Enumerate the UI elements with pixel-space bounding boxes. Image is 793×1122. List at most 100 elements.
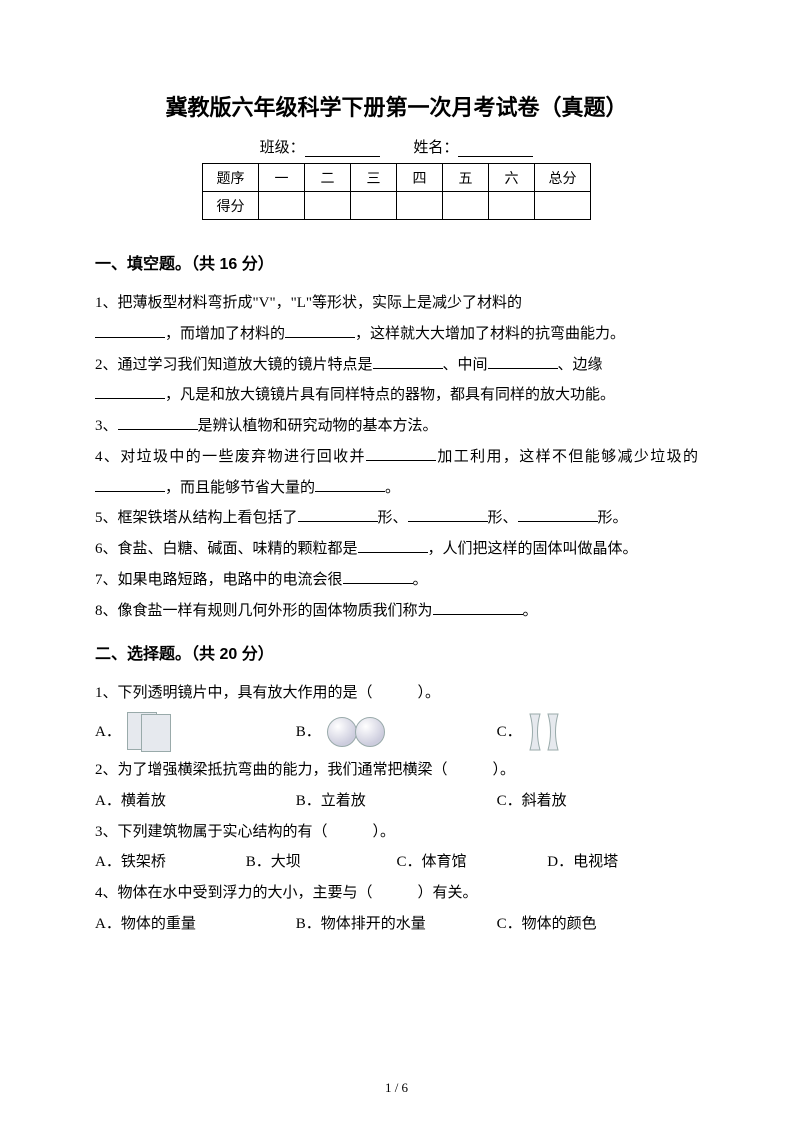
q-text: 形。 — [598, 510, 628, 526]
opt-label: B． — [296, 717, 321, 748]
question-1-8: 8、像食盐一样有规则几何外形的固体物质我们称为 。 — [95, 596, 698, 627]
question-1-2: 2、通过学习我们知道放大镜的镜片特点是、中间、边缘 ，凡是和放大镜镜片具有同样特… — [95, 350, 698, 412]
option-c[interactable]: C．体育馆 — [397, 847, 548, 878]
class-blank[interactable] — [305, 141, 380, 157]
opt-label: B．物体排开的水量 — [296, 909, 426, 940]
opt-label: B．大坝 — [246, 847, 301, 878]
q-text: 、中间 — [443, 357, 488, 373]
section-1-title: 一、填空题。（共 16 分） — [95, 250, 698, 274]
score-cell[interactable] — [259, 192, 305, 220]
page-number: 1 / 6 — [0, 1080, 793, 1096]
option-b[interactable]: B．立着放 — [296, 786, 497, 817]
q-text: 8、像食盐一样有规则几何外形的固体物质我们称为 — [95, 603, 433, 619]
option-c[interactable]: C．斜着放 — [497, 786, 698, 817]
score-cell[interactable] — [351, 192, 397, 220]
row-label: 得分 — [203, 192, 259, 220]
option-b[interactable]: B．大坝 — [246, 847, 397, 878]
mc-options: A． B． C． — [95, 709, 698, 755]
opt-label: A．铁架桥 — [95, 847, 166, 878]
col-5: 五 — [443, 164, 489, 192]
opt-label: B．立着放 — [296, 786, 366, 817]
name-label: 姓名： — [413, 140, 458, 156]
col-total: 总分 — [535, 164, 591, 192]
opt-label: A． — [95, 717, 121, 748]
option-b[interactable]: B．物体排开的水量 — [296, 909, 497, 940]
opt-label: C．斜着放 — [497, 786, 567, 817]
fill-blank[interactable] — [358, 539, 428, 553]
opt-label: A．物体的重量 — [95, 909, 196, 940]
q-text: 7、如果电路短路，电路中的电流会很 — [95, 572, 343, 588]
exam-title: 冀教版六年级科学下册第一次月考试卷（真题） — [95, 90, 698, 122]
q-text: ，凡是和放大镜镜片具有同样特点的器物，都具有同样的放大功能。 — [165, 387, 615, 403]
option-d[interactable]: D．电视塔 — [547, 847, 698, 878]
opt-label: A．横着放 — [95, 786, 166, 817]
score-cell[interactable] — [305, 192, 351, 220]
score-cell[interactable] — [443, 192, 489, 220]
score-table: 题序 一 二 三 四 五 六 总分 得分 — [202, 163, 591, 220]
name-blank[interactable] — [458, 141, 533, 157]
q-text: 5、框架铁塔从结构上看包括了 — [95, 510, 298, 526]
concave-lens-icon — [528, 712, 562, 752]
option-a[interactable]: A．物体的重量 — [95, 909, 296, 940]
option-b[interactable]: B． — [296, 715, 497, 749]
q-text: 形、 — [488, 510, 518, 526]
option-c[interactable]: C． — [497, 712, 698, 752]
fill-blank[interactable] — [95, 478, 165, 492]
fill-blank[interactable] — [95, 324, 165, 338]
row-label: 题序 — [203, 164, 259, 192]
question-1-6: 6、食盐、白糖、碱面、味精的颗粒都是 ，人们把这样的固体叫做晶体。 — [95, 534, 698, 565]
q-text: ，这样就大大增加了材料的抗弯曲能力。 — [355, 326, 625, 342]
opt-label: C．物体的颜色 — [497, 909, 597, 940]
question-2-1: 1、下列透明镜片中，具有放大作用的是（ ）。 — [95, 678, 698, 709]
fill-blank[interactable] — [95, 385, 165, 399]
q-text: 4、对垃圾中的一些废弃物进行回收并 — [95, 449, 366, 465]
mc-options: A．物体的重量 B．物体排开的水量 C．物体的颜色 — [95, 909, 698, 940]
fill-blank[interactable] — [118, 416, 198, 430]
fill-blank[interactable] — [315, 478, 385, 492]
mc-options: A．横着放 B．立着放 C．斜着放 — [95, 786, 698, 817]
question-1-3: 3、 是辨认植物和研究动物的基本方法。 — [95, 411, 698, 442]
option-c[interactable]: C．物体的颜色 — [497, 909, 698, 940]
q-text: 是辨认植物和研究动物的基本方法。 — [198, 418, 438, 434]
question-2-2: 2、为了增强横梁抵抗弯曲的能力，我们通常把横梁（ ）。 — [95, 755, 698, 786]
fill-blank[interactable] — [408, 508, 488, 522]
col-4: 四 — [397, 164, 443, 192]
col-1: 一 — [259, 164, 305, 192]
question-1-4: 4、对垃圾中的一些废弃物进行回收并加工利用，这样不但能够减少垃圾的，而且能够节省… — [95, 442, 698, 504]
question-1-1: 1、把薄板型材料弯折成"V"，"L"等形状，实际上是减少了材料的 ，而增加了材料… — [95, 288, 698, 350]
fill-blank[interactable] — [298, 508, 378, 522]
fill-blank[interactable] — [488, 355, 558, 369]
score-cell[interactable] — [489, 192, 535, 220]
mc-options: A．铁架桥 B．大坝 C．体育馆 D．电视塔 — [95, 847, 698, 878]
q-text: 6、食盐、白糖、碱面、味精的颗粒都是 — [95, 541, 358, 557]
opt-label: C． — [497, 717, 522, 748]
question-2-3: 3、下列建筑物属于实心结构的有（ ）。 — [95, 817, 698, 848]
q-text: 。 — [413, 572, 428, 588]
class-label: 班级： — [260, 140, 305, 156]
question-2-4: 4、物体在水中受到浮力的大小，主要与（ ）有关。 — [95, 878, 698, 909]
fill-blank[interactable] — [343, 570, 413, 584]
fill-blank[interactable] — [433, 601, 523, 615]
opt-label: D．电视塔 — [547, 847, 618, 878]
score-cell[interactable] — [397, 192, 443, 220]
option-a[interactable]: A．铁架桥 — [95, 847, 246, 878]
question-1-7: 7、如果电路短路，电路中的电流会很 。 — [95, 565, 698, 596]
col-2: 二 — [305, 164, 351, 192]
q-text: ，人们把这样的固体叫做晶体。 — [428, 541, 638, 557]
q-text: 。 — [385, 480, 400, 496]
q-text: 1、把薄板型材料弯折成"V"，"L"等形状，实际上是减少了材料的 — [95, 295, 522, 311]
fill-blank[interactable] — [518, 508, 598, 522]
q-text: ，而增加了材料的 — [165, 326, 285, 342]
table-row: 得分 — [203, 192, 591, 220]
q-text: 3、 — [95, 418, 118, 434]
glass-pane-icon — [127, 712, 175, 752]
option-a[interactable]: A． — [95, 712, 296, 752]
option-a[interactable]: A．横着放 — [95, 786, 296, 817]
section-2-title: 二、选择题。（共 20 分） — [95, 640, 698, 664]
score-cell[interactable] — [535, 192, 591, 220]
fill-blank[interactable] — [285, 324, 355, 338]
fill-blank[interactable] — [373, 355, 443, 369]
fill-blank[interactable] — [366, 447, 436, 461]
opt-label: C．体育馆 — [397, 847, 467, 878]
q-text: 。 — [523, 603, 538, 619]
